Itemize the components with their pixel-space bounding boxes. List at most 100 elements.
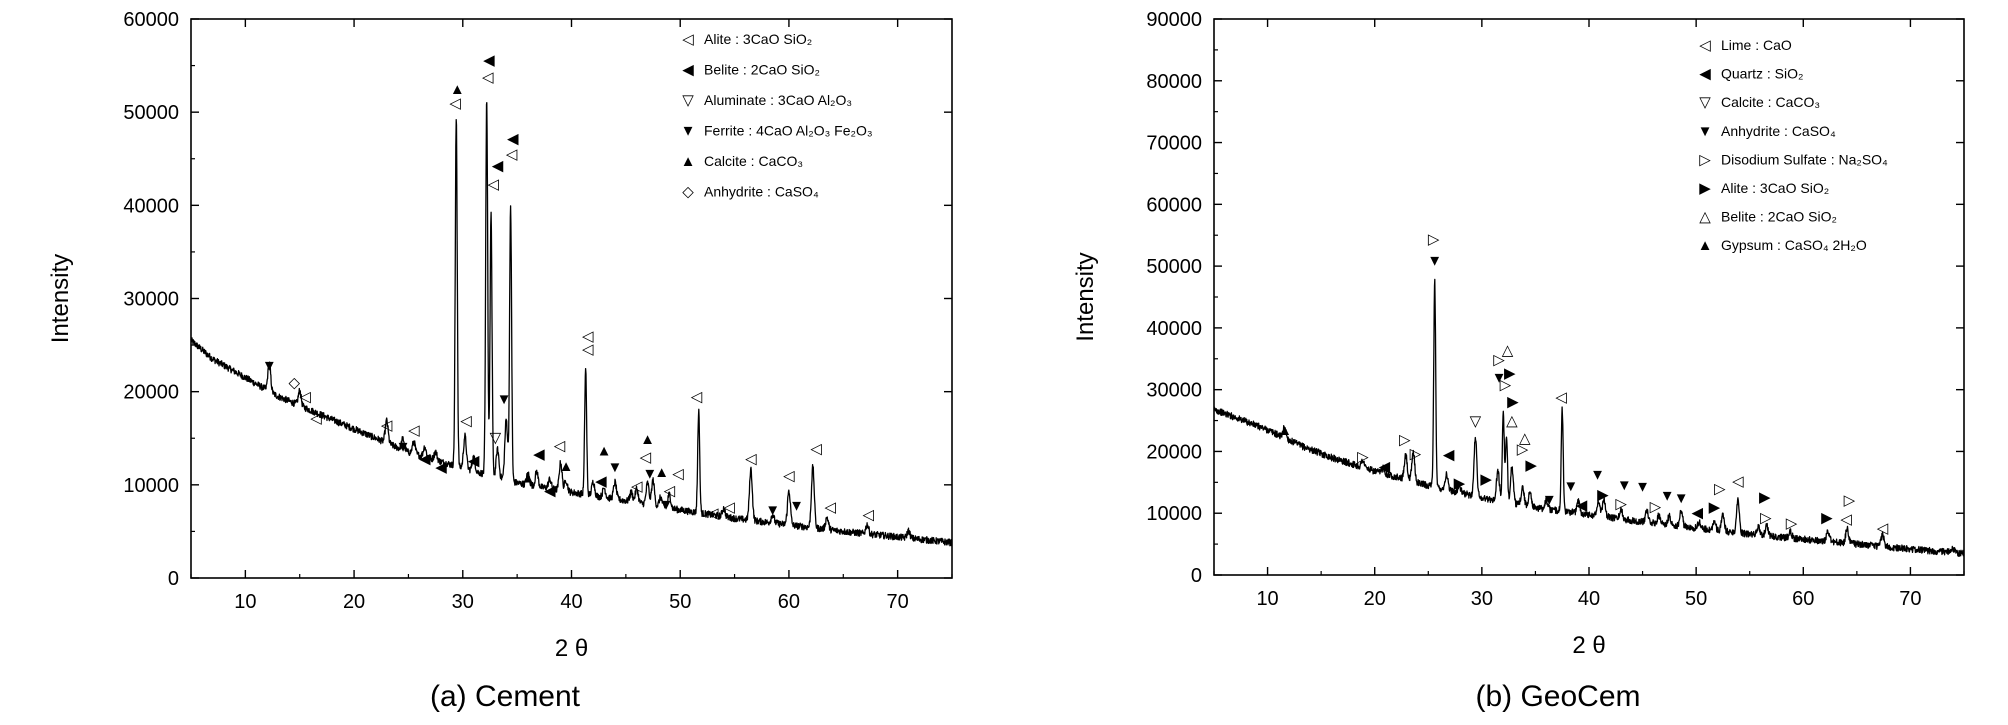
legend-symbol: ▲ — [1698, 237, 1713, 254]
phase-marker: ◁ — [1555, 389, 1567, 406]
phase-marker: ◁ — [664, 482, 676, 499]
phase-marker: ▼ — [1617, 477, 1632, 494]
phase-marker: ▷ — [1493, 351, 1505, 368]
legend-symbol: ▽ — [1699, 94, 1711, 111]
phase-marker: ◁ — [824, 499, 836, 516]
legend-symbol: △ — [1699, 209, 1711, 226]
phase-marker: ▼ — [1590, 466, 1605, 483]
phase-marker: ▽ — [1470, 413, 1482, 430]
phase-marker: ▲ — [559, 458, 574, 475]
phase-marker: ◀ — [419, 451, 431, 468]
legend-label: Lime : CaO — [1721, 37, 1792, 53]
phase-marker: ◁ — [310, 410, 322, 427]
phase-marker: ▶ — [1759, 489, 1771, 506]
phase-marker: ▶ — [1525, 457, 1537, 474]
phase-marker: ▷ — [1428, 231, 1440, 248]
legend-label: Gypsum : CaSO₄ 2H₂O — [1721, 237, 1867, 253]
y-tick-label: 50000 — [123, 102, 179, 124]
phase-marker: ◁ — [460, 413, 472, 430]
y-tick-label: 70000 — [1146, 133, 1202, 155]
legend-symbol: ▶ — [1699, 180, 1711, 197]
x-tick-label: 40 — [560, 591, 582, 613]
y-tick-label: 40000 — [123, 195, 179, 217]
y-tick-label: 60000 — [123, 9, 179, 31]
legend-symbol: ▼ — [681, 123, 696, 140]
phase-marker: ◁ — [506, 146, 518, 163]
phase-marker: ◀ — [507, 130, 519, 147]
legend-symbol: ◁ — [682, 31, 694, 48]
x-tick-label: 60 — [1792, 588, 1814, 610]
legend-label: Anhydrite : CaSO₄ — [704, 184, 819, 200]
phase-marker: ◇ — [289, 374, 301, 391]
phase-marker: ▶ — [1504, 365, 1516, 382]
legend-label: Alite : 3CaO SiO₂ — [1721, 180, 1829, 196]
phase-marker: ▼ — [789, 497, 804, 514]
legend-label: Belite : 2CaO SiO₂ — [1721, 209, 1837, 225]
x-tick-label: 30 — [1471, 588, 1493, 610]
phase-marker: △ — [1502, 342, 1514, 359]
phase-marker: ▷ — [1714, 481, 1726, 498]
y-axis-title: Intensity — [47, 254, 74, 343]
phase-marker: ▷ — [1615, 495, 1627, 512]
y-tick-label: 0 — [1191, 565, 1202, 587]
phase-marker: ◁ — [631, 478, 643, 495]
phase-marker: ◀ — [1379, 458, 1391, 475]
phase-marker: ▼ — [1635, 479, 1650, 496]
phase-marker: ▷ — [1786, 515, 1798, 532]
figure-caption: (a) Cement — [430, 680, 581, 713]
phase-marker: ▲ — [521, 469, 536, 486]
phase-marker: ◀ — [435, 459, 447, 476]
x-tick-label: 50 — [1685, 588, 1707, 610]
phase-marker: △ — [1506, 413, 1518, 430]
phase-marker: ▷ — [1399, 432, 1411, 449]
phase-marker: ◁ — [381, 417, 393, 434]
x-tick-label: 60 — [778, 591, 800, 613]
legend-label: Ferrite : 4CaO Al₂O₃ Fe₂O₃ — [704, 123, 873, 139]
phase-marker: ◀ — [468, 453, 480, 470]
x-tick-label: 20 — [1364, 588, 1386, 610]
phase-marker: ▶ — [1454, 475, 1466, 492]
phase-marker: ◁ — [449, 95, 461, 112]
y-tick-label: 50000 — [1146, 256, 1202, 278]
legend-label: Aluminate : 3CaO Al₂O₃ — [704, 92, 852, 108]
y-tick-label: 80000 — [1146, 71, 1202, 93]
phase-marker: ◁ — [707, 505, 719, 522]
x-tick-label: 10 — [1256, 588, 1278, 610]
phase-marker: ◁ — [1840, 511, 1852, 528]
legend-symbol: ▼ — [1698, 123, 1713, 140]
phase-marker: ◁ — [1877, 520, 1889, 537]
y-tick-label: 10000 — [1146, 503, 1202, 525]
phase-marker: ◁ — [408, 422, 420, 439]
phase-marker: ▼ — [1674, 490, 1689, 507]
phase-marker: ◀ — [1443, 447, 1455, 464]
phase-marker: ▼ — [1660, 487, 1675, 504]
phase-marker: ◁ — [783, 468, 795, 485]
phase-marker: ◁ — [863, 507, 875, 524]
legend-label: Anhydrite : CaSO₄ — [1721, 123, 1836, 139]
y-tick-label: 10000 — [123, 475, 179, 497]
phase-marker: ▷ — [1844, 492, 1856, 509]
phase-marker: ◀ — [544, 482, 556, 499]
phase-marker: ◀ — [1576, 497, 1588, 514]
y-tick-label: 40000 — [1146, 318, 1202, 340]
phase-marker: ▷ — [1760, 510, 1772, 527]
phase-marker: ◀ — [492, 157, 504, 174]
phase-marker: ▼ — [765, 502, 780, 519]
phase-marker: ◁ — [299, 388, 311, 405]
phase-marker: ▼ — [396, 439, 411, 456]
phase-marker: ◁ — [691, 388, 703, 405]
x-axis-title: 2 θ — [1572, 632, 1605, 659]
x-axis-title: 2 θ — [555, 635, 588, 662]
chart-panel-cement: 10 20 30 40 50 60 70 0 10000 20000 30000 40000 50000… — [47, 9, 953, 713]
xrd-trace — [1213, 278, 1965, 557]
phase-marker: ◁ — [810, 440, 822, 457]
legend-symbol: ◀ — [1699, 66, 1711, 83]
phase-marker: ◁ — [640, 449, 652, 466]
phase-marker: ▶ — [1597, 487, 1609, 504]
phase-marker: ▲ — [450, 81, 465, 98]
phase-marker: ▽ — [490, 429, 502, 446]
phase-marker: ▷ — [1650, 498, 1662, 515]
phase-marker: ▼ — [608, 459, 623, 476]
phase-marker: ▼ — [497, 391, 512, 408]
legend-symbol: ▷ — [1699, 151, 1711, 168]
